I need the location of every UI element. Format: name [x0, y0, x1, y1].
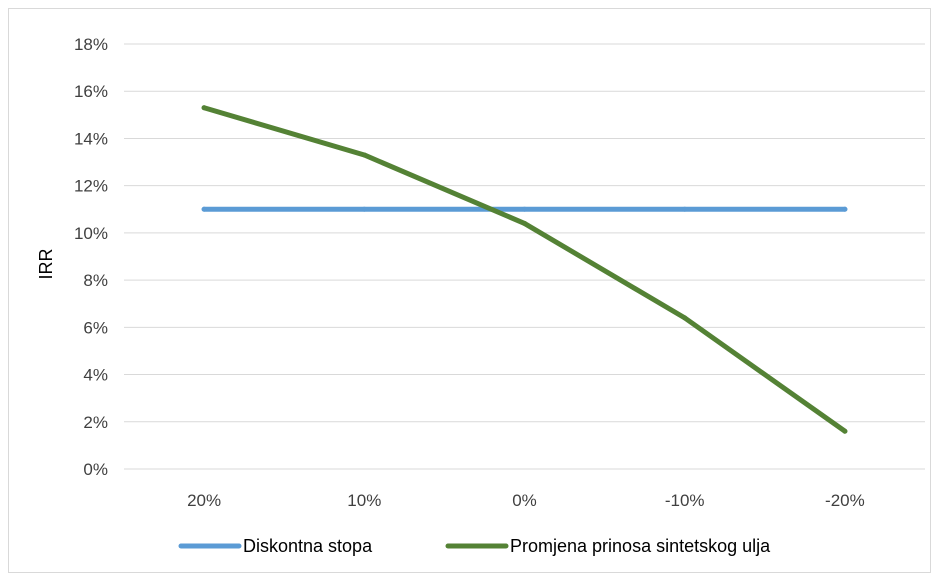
y-tick-label: 4%	[83, 366, 108, 385]
data-point	[842, 206, 848, 212]
data-point	[522, 220, 527, 226]
y-tick-label: 6%	[83, 318, 108, 337]
data-point	[361, 152, 367, 158]
data-point	[201, 206, 207, 212]
y-axis-ticks: 0% 2% 4% 6% 8% 10% 12% 14% 16% 18%	[74, 35, 108, 479]
x-tick-label: 0%	[512, 491, 537, 510]
y-tick-label: 18%	[74, 35, 108, 54]
y-tick-label: 2%	[83, 413, 108, 432]
data-point	[682, 206, 688, 212]
y-tick-label: 0%	[83, 460, 108, 479]
series-line-2	[201, 105, 848, 434]
y-tick-label: 10%	[74, 224, 108, 243]
y-tick-label: 14%	[74, 129, 108, 148]
legend-label: Promjena prinosa sintetskog ulja	[510, 536, 771, 556]
data-point	[361, 206, 367, 212]
x-tick-label: 20%	[187, 491, 221, 510]
data-point	[201, 105, 207, 111]
x-axis-ticks: 20% 10% 0% -10% -20%	[187, 491, 865, 510]
legend: Diskontna stopa Promjena prinosa sintetsk…	[178, 536, 771, 556]
y-tick-label: 8%	[83, 271, 108, 290]
series-lines	[201, 105, 848, 434]
legend-label: Diskontna stopa	[243, 536, 373, 556]
y-tick-label: 12%	[74, 177, 108, 196]
y-axis-title: IRR	[36, 249, 56, 280]
data-point	[682, 315, 688, 321]
data-point	[842, 428, 848, 434]
data-point	[522, 206, 527, 212]
y-tick-label: 16%	[74, 82, 108, 101]
chart-frame	[8, 8, 931, 573]
x-tick-label: 10%	[347, 491, 381, 510]
x-tick-label: -10%	[665, 491, 705, 510]
x-tick-label: -20%	[825, 491, 865, 510]
gridlines	[124, 43, 925, 423]
